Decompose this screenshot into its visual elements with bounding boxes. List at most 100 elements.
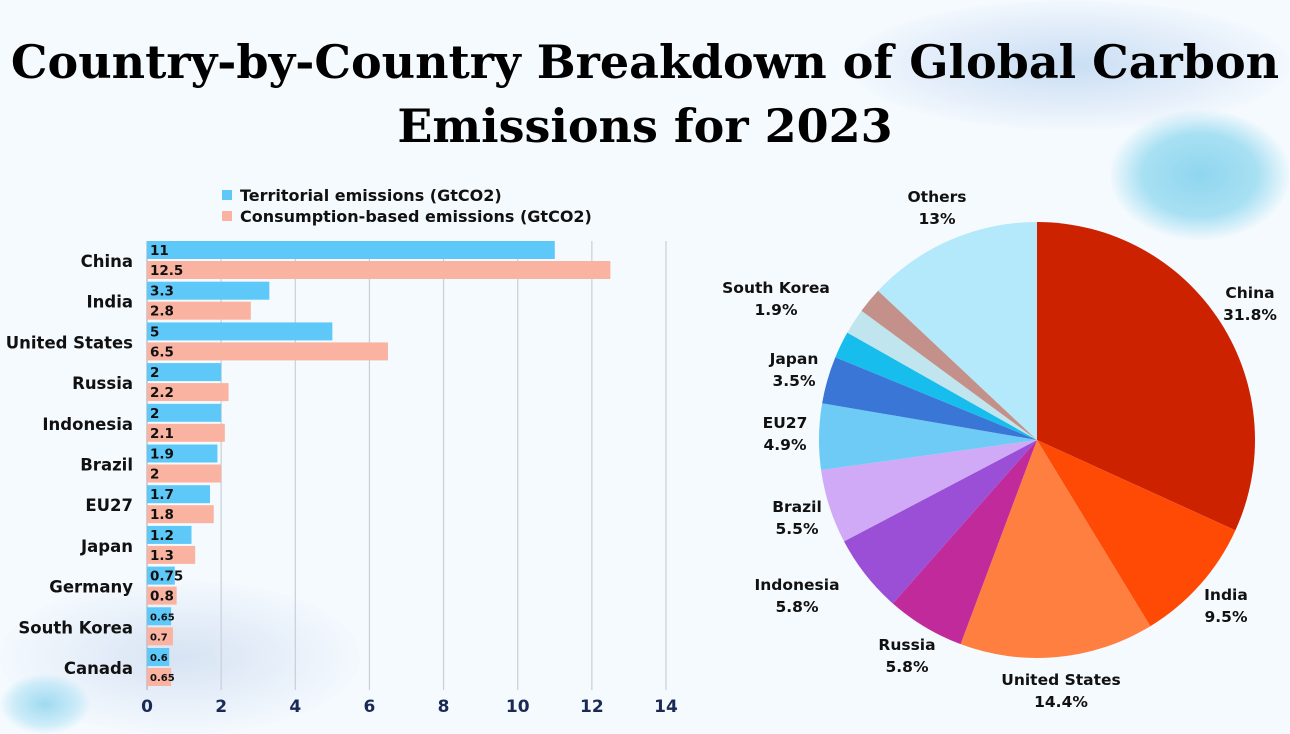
bar-consumption: [147, 464, 222, 483]
bar-value-label: 0.7: [150, 632, 168, 643]
pie-slice-eu27: [818, 403, 1037, 471]
bar-value-label: 0.65: [150, 673, 175, 684]
bar-value-label: 12.5: [150, 263, 183, 279]
cloud-decoration: [850, 0, 1290, 130]
pie-label: China: [1225, 284, 1274, 302]
pie-percent: 3.5%: [773, 372, 816, 390]
pie-slice-unlabeled: [847, 310, 1037, 440]
pie-label: Japan: [769, 350, 819, 368]
pie-slice-russia: [892, 440, 1037, 645]
pie-slice-china: [1037, 222, 1255, 531]
pie-label: Others: [907, 188, 966, 206]
cloud-decoration: [1110, 110, 1290, 240]
pie-percent: 31.8%: [1223, 306, 1277, 324]
pie-slice-japan: [822, 357, 1037, 440]
pie-percent: 1.9%: [755, 301, 798, 319]
pie-label: United States: [1001, 671, 1121, 689]
bar-value-label: 0.75: [150, 569, 183, 585]
bar-consumption: [147, 668, 172, 686]
bar-value-label: 6.5: [150, 344, 174, 360]
category-label: EU27: [85, 496, 133, 515]
pie-slice-india: [1037, 440, 1236, 627]
pie-label: Indonesia: [754, 576, 839, 594]
bar-territorial: [147, 444, 218, 463]
legend-swatch: [222, 211, 232, 221]
bar-value-label: 11: [150, 243, 169, 259]
category-label: United States: [6, 333, 133, 352]
legend-swatch: [222, 190, 232, 200]
bar-value-label: 0.65: [150, 612, 175, 623]
pie-percent: 9.5%: [1205, 608, 1248, 626]
bar-value-label: 0.8: [150, 589, 174, 605]
pie-label: India: [1204, 586, 1248, 604]
bar-consumption: [147, 505, 214, 524]
page-title: Country-by-Country Breakdown of Global C…: [10, 35, 1280, 153]
pie-slice-others: [878, 222, 1037, 440]
category-label: Canada: [64, 659, 133, 678]
bar-consumption: [147, 423, 225, 442]
legend-label: Territorial emissions (GtCO2): [240, 186, 502, 205]
bar-consumption: [147, 627, 173, 646]
pie-slice-unlabeled: [835, 332, 1037, 440]
pie-label: EU27: [763, 414, 808, 432]
bar-territorial: [147, 485, 211, 504]
bar-territorial: [147, 525, 192, 544]
category-label: Brazil: [80, 456, 133, 475]
x-tick-label: 6: [364, 697, 376, 717]
bar-consumption: [147, 383, 229, 402]
x-tick-label: 10: [506, 697, 530, 717]
bar-value-label: 1.7: [150, 487, 174, 503]
bar-value-label: 2: [150, 467, 159, 483]
pie-percent: 14.4%: [1034, 693, 1088, 711]
bar-territorial: [147, 566, 175, 585]
bar-territorial: [147, 607, 172, 626]
category-label: Indonesia: [42, 415, 133, 434]
bar-value-label: 0.6: [150, 653, 168, 664]
bar-value-label: 2.1: [150, 426, 174, 442]
pie-slice-indonesia: [844, 440, 1037, 604]
x-tick-label: 12: [580, 697, 604, 717]
category-label: Russia: [72, 374, 133, 393]
bar-value-label: 1.8: [150, 507, 174, 523]
cloud-decoration: [0, 674, 90, 734]
pie-label: South Korea: [722, 279, 830, 297]
pie-slice-brazil: [821, 440, 1037, 542]
pie-percent: 13%: [918, 210, 956, 228]
bar-territorial: [147, 403, 222, 422]
pie-percent: 5.8%: [776, 598, 819, 616]
bar-value-label: 2.8: [150, 304, 174, 320]
bar-value-label: 5: [150, 324, 159, 340]
pie-slice-united-states: [960, 440, 1151, 658]
bar-value-label: 1.2: [150, 528, 174, 544]
pie-percent: 5.5%: [776, 520, 819, 538]
bar-territorial: [147, 363, 222, 382]
x-tick-label: 2: [215, 697, 227, 717]
bar-value-label: 2: [150, 406, 159, 422]
bar-consumption: [147, 586, 177, 605]
bar-consumption: [147, 301, 251, 320]
bar-value-label: 3.3: [150, 284, 174, 300]
bar-territorial: [147, 322, 333, 341]
bar-value-label: 1.3: [150, 548, 174, 564]
bar-value-label: 2.2: [150, 385, 174, 401]
category-label: Japan: [80, 537, 133, 556]
pie-percent: 5.8%: [886, 658, 929, 676]
category-label: Germany: [49, 578, 133, 597]
pie-label: Russia: [878, 636, 935, 654]
pie-percent: 4.9%: [764, 436, 807, 454]
bar-territorial: [147, 241, 555, 259]
pie-label: Brazil: [772, 498, 822, 516]
x-tick-label: 0: [141, 697, 153, 717]
x-tick-label: 8: [438, 697, 450, 717]
bar-territorial: [147, 648, 170, 666]
legend-label: Consumption-based emissions (GtCO2): [240, 207, 592, 226]
bar-consumption: [147, 261, 611, 279]
pie-slice-south-korea: [861, 290, 1037, 440]
category-label: India: [87, 293, 134, 312]
bar-consumption: [147, 342, 388, 361]
bar-territorial: [147, 281, 270, 300]
bar-consumption: [147, 545, 196, 564]
category-label: China: [81, 252, 133, 271]
